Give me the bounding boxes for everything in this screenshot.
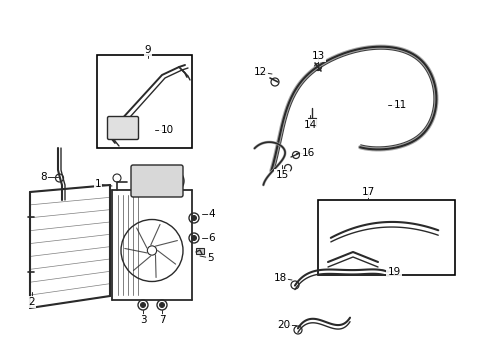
Text: 10: 10 (160, 125, 173, 135)
Text: 20: 20 (277, 320, 290, 330)
Text: 14: 14 (303, 120, 316, 130)
Circle shape (111, 124, 119, 132)
Circle shape (314, 63, 321, 71)
Bar (317, 200, 454, 275)
Text: 2: 2 (29, 297, 35, 307)
Text: 15: 15 (275, 170, 288, 180)
Text: 5: 5 (206, 253, 213, 263)
Text: 11: 11 (392, 100, 406, 110)
Text: 3: 3 (140, 315, 146, 325)
Text: 4: 4 (208, 209, 215, 219)
Text: 17: 17 (361, 187, 374, 197)
Circle shape (191, 235, 196, 240)
Text: 12: 12 (253, 67, 266, 77)
FancyBboxPatch shape (107, 117, 138, 139)
FancyBboxPatch shape (131, 165, 183, 197)
Text: 9: 9 (144, 45, 151, 55)
Text: 8: 8 (41, 172, 47, 182)
Bar (196, 248, 203, 254)
Text: 7: 7 (159, 315, 165, 325)
Text: 1: 1 (95, 179, 101, 189)
Circle shape (159, 302, 164, 307)
Text: 19: 19 (386, 267, 400, 277)
Circle shape (140, 302, 145, 307)
Text: 18: 18 (273, 273, 286, 283)
Text: 6: 6 (208, 233, 215, 243)
Text: 13: 13 (311, 51, 324, 61)
Bar (97, 55, 192, 148)
Circle shape (171, 179, 175, 183)
Circle shape (191, 216, 196, 220)
Text: 16: 16 (301, 148, 314, 158)
